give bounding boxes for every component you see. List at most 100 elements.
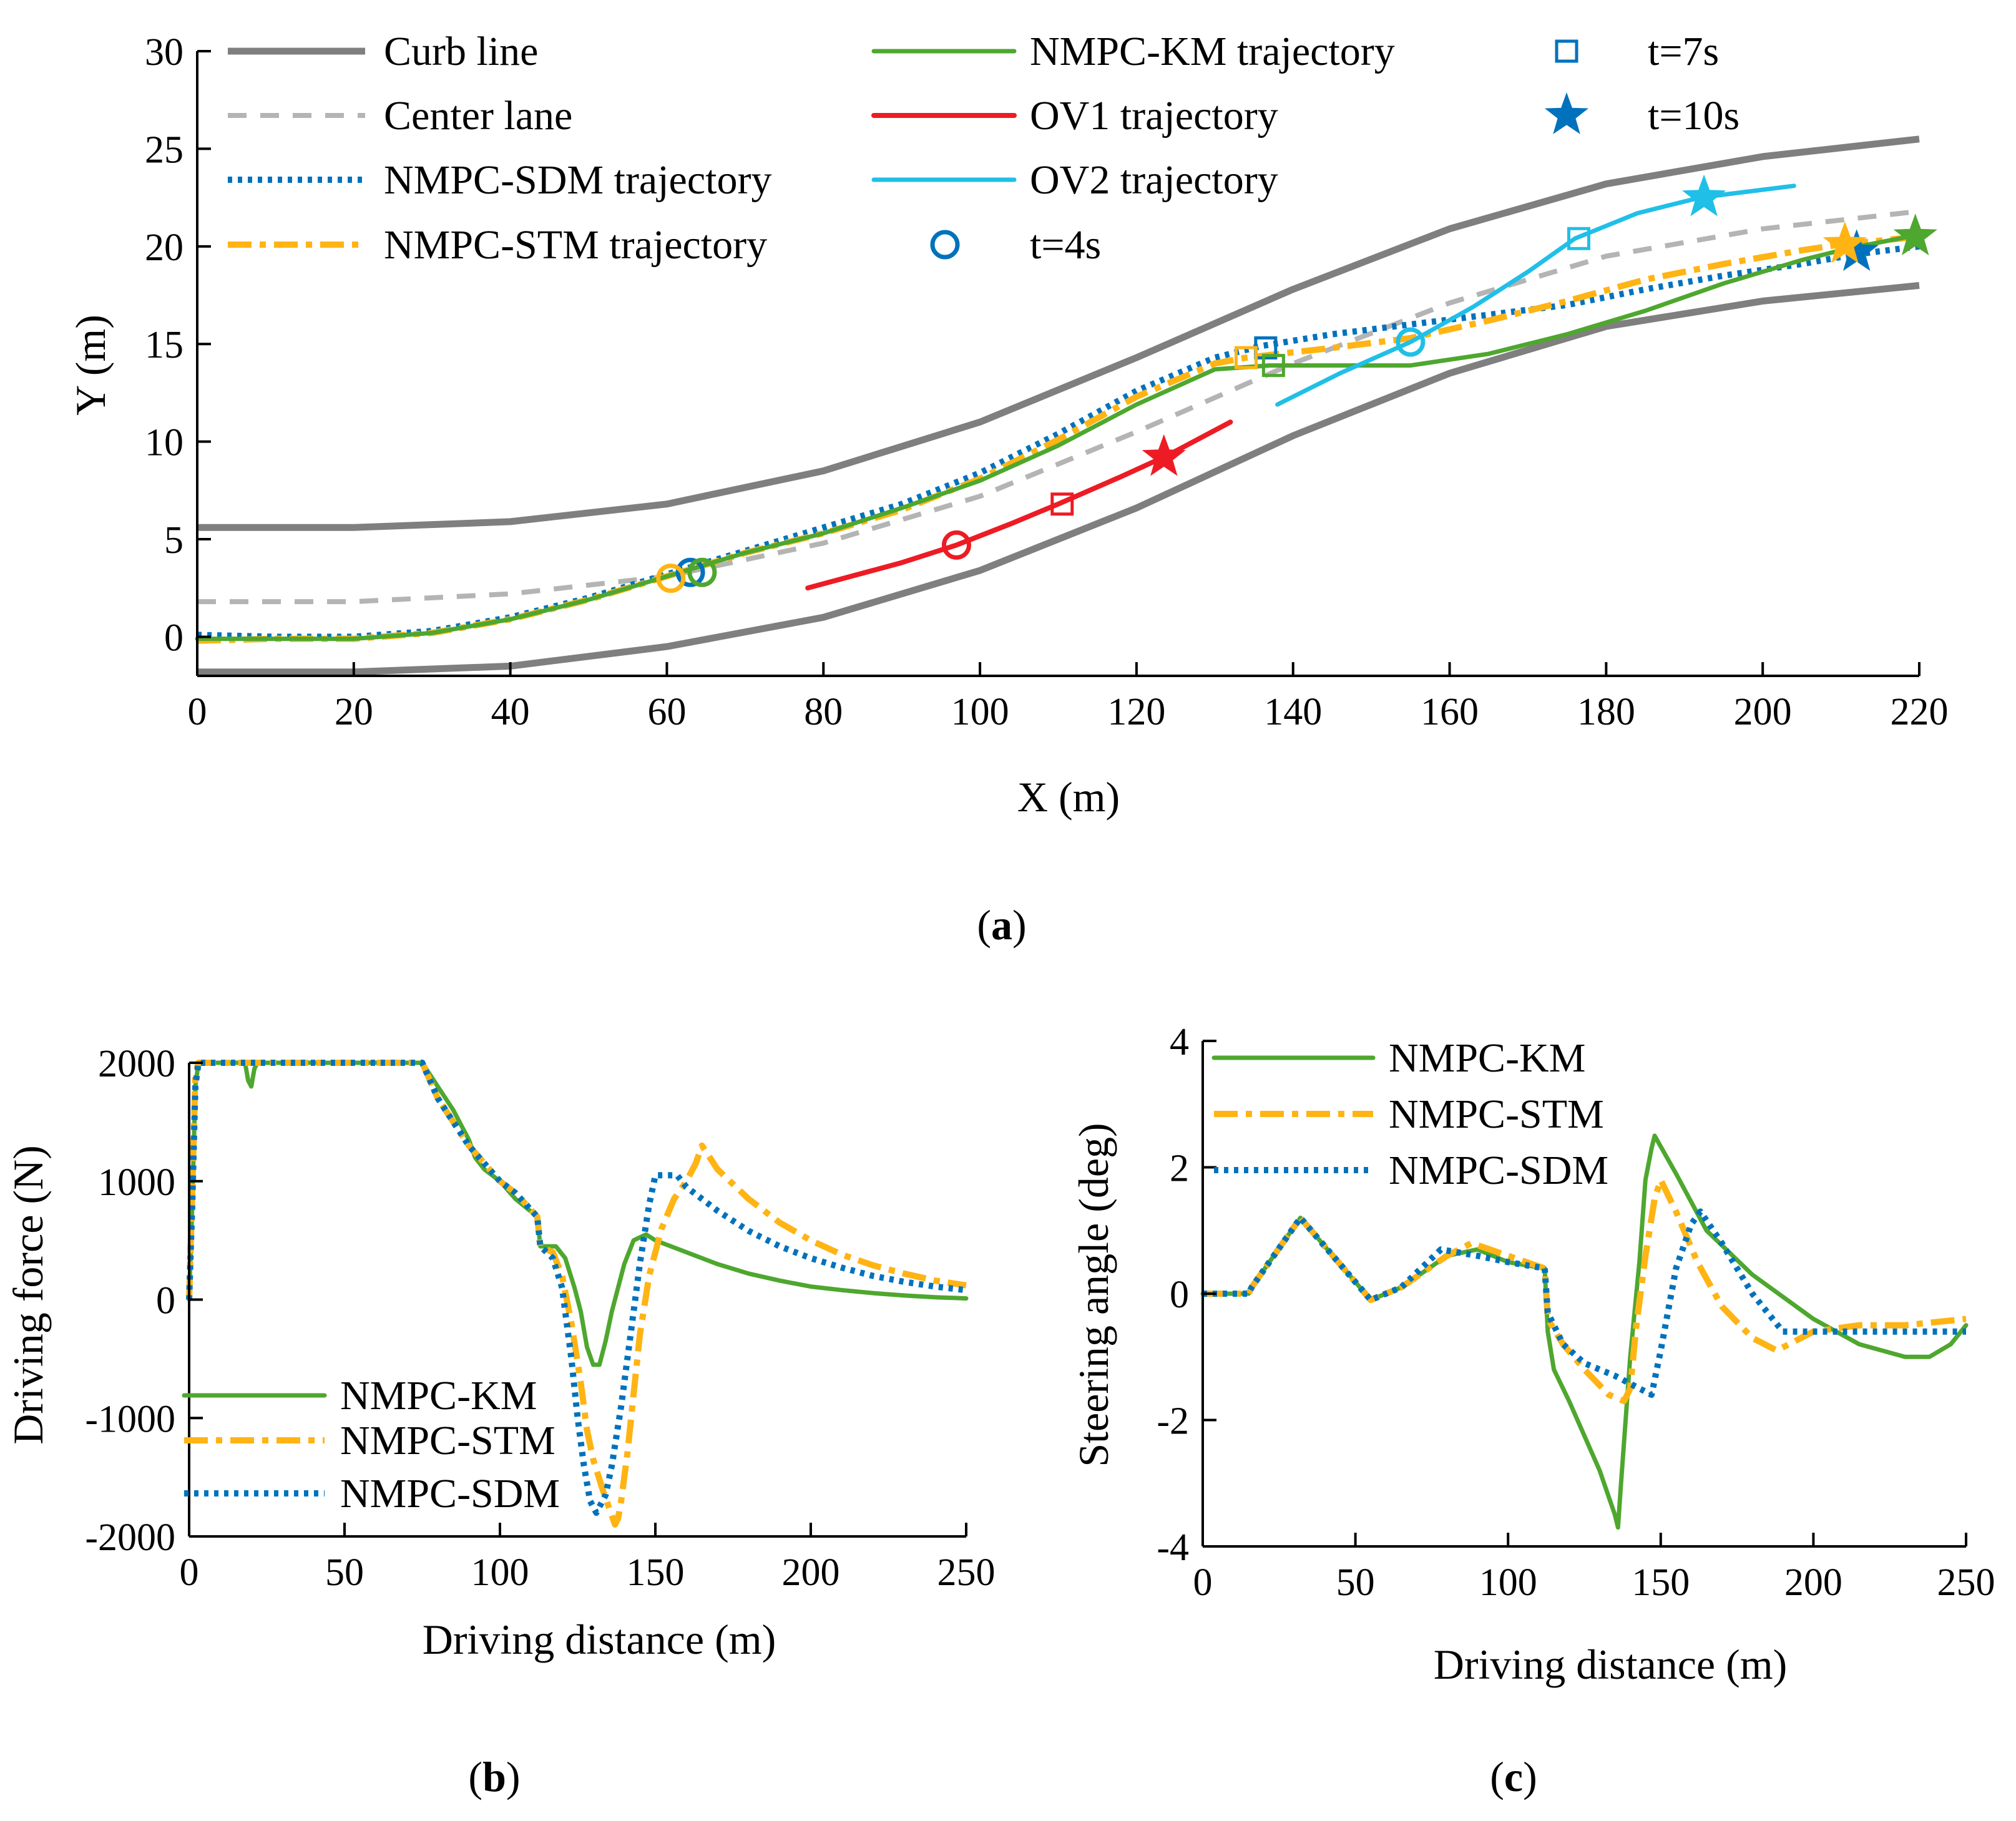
chart-c-data-layer [1200, 1133, 1969, 1530]
chart-c-legend-entry: NMPC-KM [1211, 1035, 1585, 1081]
chart-b-y-tick-label: 1000 [98, 1161, 175, 1204]
chart-a-x-tick-label: 160 [1421, 691, 1479, 733]
chart-a-legend-marker [930, 230, 960, 260]
chart-a-marker-ov1-t10s [1142, 434, 1186, 476]
chart-c-y-tick-label: 4 [1170, 1021, 1189, 1063]
chart-a-x-tick-label: 60 [647, 691, 686, 733]
chart-b-x-axis-label: Driving distance (m) [423, 1616, 776, 1663]
chart-c-legend-label: NMPC-KM [1389, 1035, 1585, 1081]
chart-b: 0 50 100 150 200 250 -2000 -1000 0 1000 2000 Driv… [4, 1043, 996, 1800]
chart-c-y-axis-label: Steering angle (deg) [1070, 1123, 1117, 1467]
chart-a-series-curb-line-upper [197, 135, 1920, 531]
chart-c-series-nmpc-km [1200, 1133, 1969, 1530]
chart-a-marker-nmpc-km-t7s [1261, 354, 1285, 378]
chart-b-y-tick-label: -2000 [85, 1516, 175, 1559]
chart-b-legend-label: NMPC-SDM [340, 1471, 560, 1516]
chart-c-legend-entry: NMPC-STM [1214, 1091, 1604, 1137]
chart-c-legend-label: NMPC-SDM [1389, 1148, 1608, 1193]
chart-b-y-tick-label: 2000 [98, 1043, 175, 1085]
chart-a-data-layer [195, 135, 1937, 676]
chart-a-x-tick-label: 80 [804, 691, 843, 733]
chart-c: 0 50 100 150 200 250 -4 -2 0 2 4 Driving distance… [1070, 1021, 1995, 1800]
chart-a-marker-ov1-t7s [1050, 492, 1074, 516]
chart-a-legend-label: Curb line [384, 29, 538, 74]
chart-a-x-tick-label: 120 [1107, 691, 1165, 733]
chart-a-marker-ov1-t4s [941, 530, 971, 560]
chart-a-marker-nmpc-sdm-t4s [675, 557, 705, 587]
chart-a: 0 20 40 60 80 100 120 140 160 180 200 220 0 5 10 15 20 2… [67, 29, 1949, 949]
chart-a-legend-entry: Center lane [228, 93, 572, 139]
chart-b-series-nmpc-sdm [186, 1060, 967, 1516]
chart-a-marker-nmpc-stm-t10s [1823, 221, 1867, 263]
chart-a-marker-nmpc-km-t10s [1893, 213, 1937, 256]
chart-b-x-tick-label: 50 [325, 1551, 364, 1594]
chart-b-y-tick-label: 0 [156, 1280, 175, 1322]
chart-c-x-tick-label: 250 [1937, 1561, 1995, 1604]
chart-a-x-axis-label: X (m) [1017, 773, 1120, 821]
chart-b-series-nmpc-stm [186, 1060, 967, 1528]
chart-c-legend-entry: NMPC-SDM [1214, 1148, 1608, 1193]
chart-a-x-tick-label: 20 [335, 691, 373, 733]
chart-b-y-tick-label: -1000 [85, 1398, 175, 1440]
chart-b-y-axis-label: Driving force (N) [4, 1145, 52, 1445]
chart-a-legend-entry: NMPC-STM trajectory [228, 222, 767, 268]
chart-b-legend-entry: NMPC-KM [182, 1373, 537, 1418]
chart-b-x-tick-label: 0 [180, 1551, 199, 1594]
chart-a-series-nmpc-stm-trajectory [197, 233, 1920, 644]
chart-b-legend-label: NMPC-STM [340, 1418, 555, 1463]
chart-a-marker-nmpc-km-t4s [687, 557, 717, 587]
chart-a-series-ov2-trajectory [1275, 183, 1796, 407]
chart-b-series-nmpc-km [187, 1060, 969, 1367]
chart-a-legend-entry: t=10s [1544, 92, 1740, 139]
chart-a-caption: (a) [977, 901, 1026, 949]
chart-a-x-tick-label: 100 [951, 691, 1009, 733]
chart-c-x-tick-label: 50 [1336, 1561, 1375, 1604]
chart-a-legend-entry: t=7s [1555, 29, 1719, 74]
chart-c-x-axis-label: Driving distance (m) [1434, 1641, 1788, 1688]
chart-a-frame [196, 51, 1919, 677]
chart-a-legend-label: OV1 trajectory [1030, 93, 1278, 139]
chart-a-legend-entry: NMPC-KM trajectory [871, 29, 1395, 74]
chart-b-y-ticks: -2000 -1000 0 1000 2000 [85, 1043, 203, 1559]
chart-b-x-tick-label: 200 [782, 1551, 840, 1594]
chart-b-data-layer [186, 1060, 969, 1528]
chart-c-y-tick-label: -2 [1157, 1400, 1189, 1443]
chart-c-x-tick-label: 200 [1784, 1561, 1842, 1604]
chart-a-x-ticks: 0 20 40 60 80 100 120 140 160 180 200 220 [188, 662, 1949, 733]
chart-a-legend-label: t=7s [1648, 29, 1719, 74]
chart-a-y-tick-label: 25 [145, 129, 183, 171]
chart-c-x-ticks: 0 50 100 150 200 250 [1193, 1533, 1995, 1604]
chart-b-caption-letter: b [482, 1753, 506, 1800]
chart-a-marker-nmpc-stm-t7s [1234, 346, 1258, 369]
chart-a-x-tick-label: 140 [1264, 691, 1322, 733]
chart-a-caption-letter: a [991, 901, 1012, 949]
chart-c-x-tick-label: 0 [1193, 1561, 1213, 1604]
chart-a-legend-entry: t=4s [930, 222, 1101, 268]
chart-a-legend-entry: NMPC-SDM trajectory [228, 157, 771, 203]
chart-b-legend-entry: NMPC-STM [184, 1418, 555, 1463]
chart-a-marker-ov2-t4s [1396, 327, 1426, 357]
chart-a-series-nmpc-km-trajectory [195, 232, 1922, 642]
chart-c-y-tick-label: 0 [1170, 1274, 1189, 1316]
chart-a-y-tick-label: 15 [145, 324, 183, 366]
chart-c-series-nmpc-stm [1203, 1176, 1967, 1405]
chart-b-x-tick-label: 250 [937, 1551, 996, 1594]
chart-a-marker-nmpc-stm-t4s [656, 564, 686, 593]
chart-b-legend-label: NMPC-KM [340, 1373, 537, 1418]
chart-b-x-tick-label: 100 [471, 1551, 529, 1594]
chart-a-y-tick-label: 5 [164, 519, 183, 562]
chart-a-series-center-lane [197, 208, 1920, 605]
chart-b-caption: (b) [468, 1753, 520, 1800]
chart-a-legend-label: NMPC-SDM trajectory [384, 157, 771, 203]
chart-a-x-tick-label: 0 [188, 691, 207, 733]
chart-a-marker-ov2-t10s [1682, 174, 1726, 217]
chart-b-legend-entry: NMPC-SDM [184, 1471, 560, 1516]
chart-a-y-tick-label: 0 [164, 617, 183, 659]
chart-a-series-curb-line-lower [197, 281, 1920, 676]
chart-c-legend-label: NMPC-STM [1389, 1091, 1604, 1137]
chart-a-legend-label: Center lane [384, 93, 572, 139]
chart-c-caption-letter: c [1504, 1753, 1523, 1800]
chart-a-y-axis-label: Y (m) [67, 315, 114, 416]
chart-b-x-ticks: 0 50 100 150 200 250 [180, 1523, 996, 1594]
